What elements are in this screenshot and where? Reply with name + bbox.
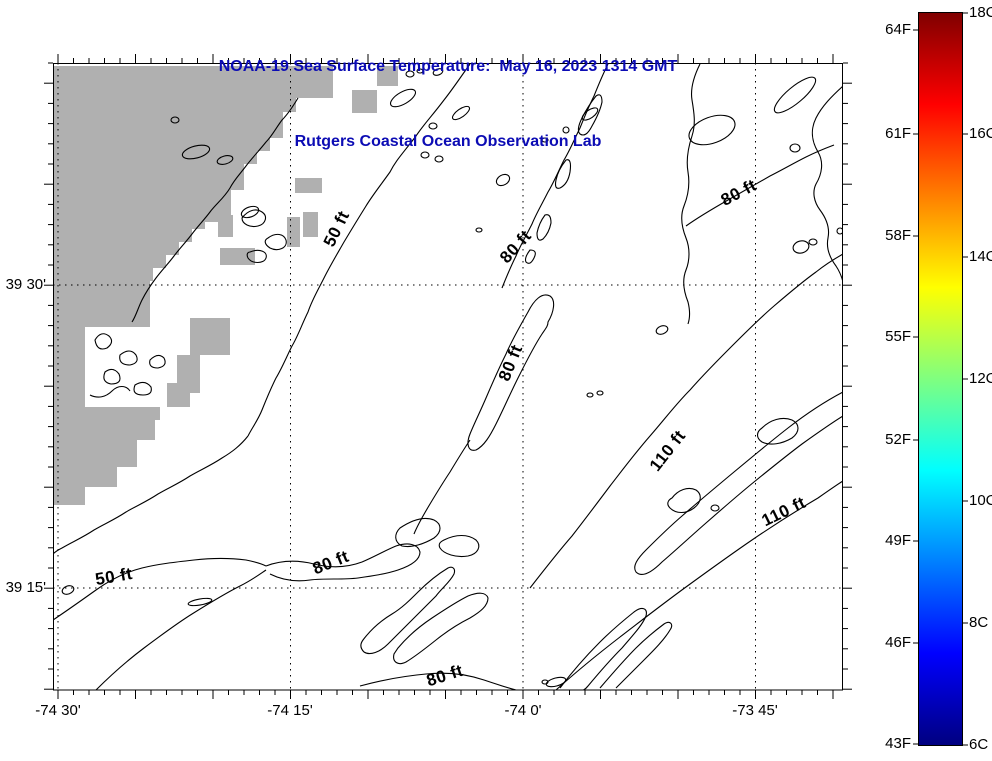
depth-contour-layer xyxy=(53,63,843,690)
axis-ticks xyxy=(44,12,968,746)
graticule-gridlines xyxy=(53,63,843,690)
map-frame xyxy=(53,63,843,691)
temperature-colorbar xyxy=(918,12,963,746)
land-mask-layer xyxy=(53,66,398,505)
